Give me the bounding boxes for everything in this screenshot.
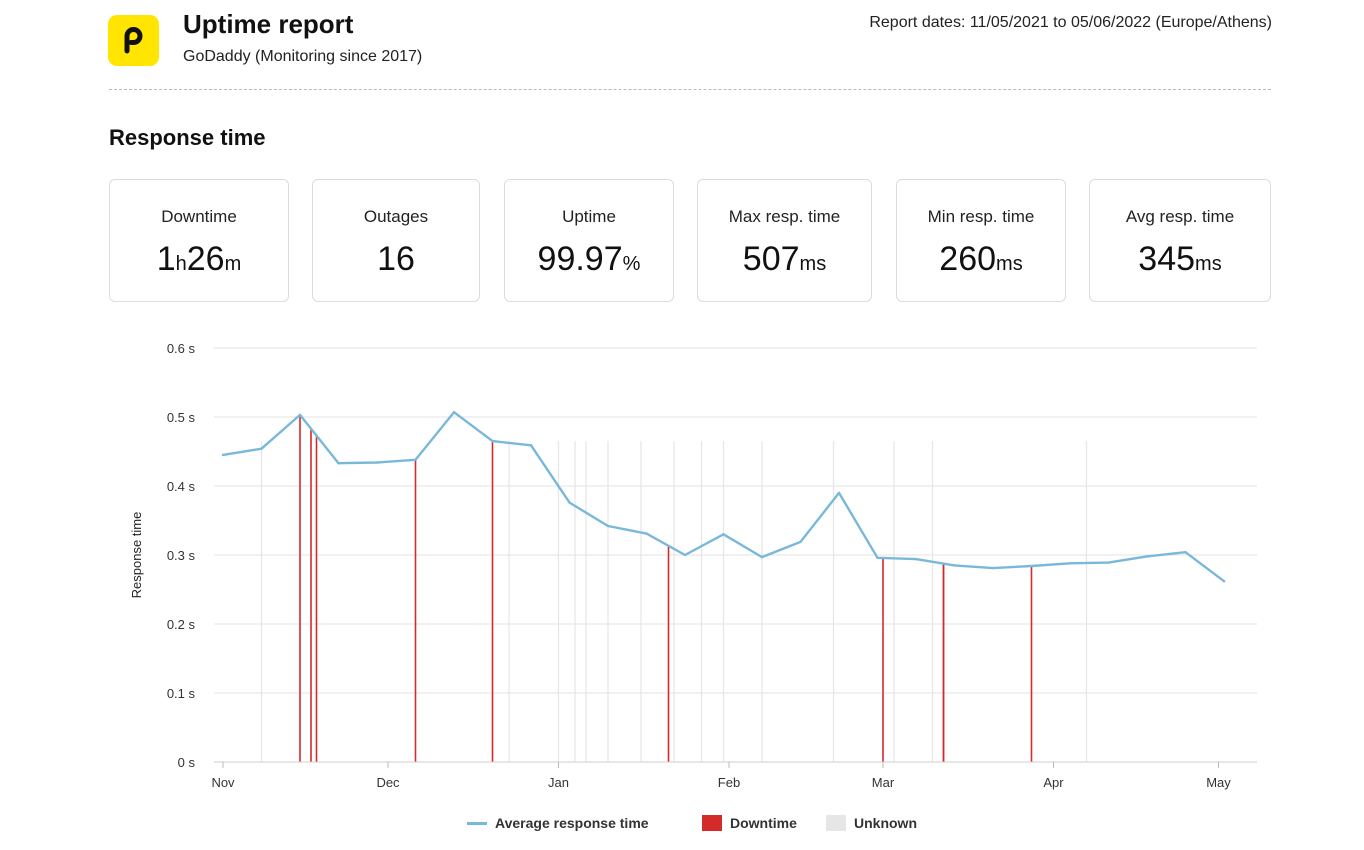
- series-point: [1184, 551, 1187, 554]
- legend-box-swatch: [826, 815, 846, 831]
- stat-unit: m: [224, 253, 242, 275]
- chart-legend: Average response time Downtime Unknown: [0, 815, 1364, 835]
- series-point: [1030, 564, 1033, 568]
- series-point: [645, 532, 648, 535]
- y-tick-label: 0.5 s: [167, 410, 196, 425]
- stat-label: Uptime: [562, 207, 616, 226]
- x-tick-label: May: [1206, 775, 1231, 790]
- x-tick-label: Feb: [718, 775, 740, 790]
- stat-number: 260: [939, 240, 997, 278]
- logo-icon: [124, 27, 143, 54]
- stat-value: 99.97%: [505, 241, 673, 282]
- series-point: [568, 501, 571, 504]
- stat-unit: ms: [799, 253, 827, 275]
- legend-label: Unknown: [854, 815, 917, 831]
- stat-unit: %: [622, 253, 641, 275]
- series-point: [837, 491, 841, 495]
- report-dates: Report dates: 11/05/2021 to 05/06/2022 (…: [869, 14, 1272, 31]
- page-title: Uptime report: [183, 9, 354, 39]
- y-tick-label: 0.6 s: [167, 341, 196, 356]
- stat-card-max-resp: Max resp. time 507ms: [697, 179, 872, 302]
- series-point: [1222, 580, 1226, 583]
- stat-card-avg-resp: Avg resp. time 345ms: [1089, 179, 1271, 302]
- stat-card-outages: Outages 16: [312, 179, 480, 302]
- stat-number: 16: [377, 240, 415, 278]
- stat-number: 1: [156, 240, 176, 278]
- series-point: [452, 410, 456, 414]
- series-point: [991, 566, 995, 570]
- series-point: [722, 533, 725, 536]
- legend-item-downtime[interactable]: Downtime: [702, 815, 797, 831]
- stat-value: 16: [313, 241, 479, 277]
- logo: [108, 15, 159, 66]
- series-point: [337, 462, 340, 465]
- series-point: [914, 557, 918, 561]
- stat-card-uptime: Uptime 99.97%: [504, 179, 674, 302]
- series-point: [683, 553, 687, 557]
- x-tick-label: Jan: [548, 775, 569, 790]
- page-subtitle: GoDaddy (Monitoring since 2017): [183, 48, 423, 65]
- series-point: [1107, 561, 1110, 564]
- stat-value: 345ms: [1090, 241, 1270, 282]
- stat-number: 26: [186, 240, 225, 278]
- stat-label: Min resp. time: [927, 207, 1035, 226]
- stat-number: 507: [742, 240, 800, 278]
- header-divider: [109, 89, 1271, 90]
- series-point: [491, 439, 494, 443]
- response-time-chart: 0 s 0.1 s 0.2 s 0.3 s 0.4 s 0.5 s 0.6 s Nov Dec J…: [129, 341, 1257, 790]
- stat-value: 507ms: [698, 241, 871, 282]
- series-point: [414, 458, 417, 461]
- x-tick-label: Dec: [376, 775, 400, 790]
- stat-unit: ms: [1195, 253, 1222, 275]
- x-tick-label: Mar: [872, 775, 895, 790]
- legend-label: Downtime: [730, 815, 797, 831]
- y-tick-label: 0 s: [178, 755, 196, 770]
- series-point: [760, 555, 764, 559]
- stat-label: Downtime: [161, 207, 237, 226]
- legend-line-swatch: [467, 821, 487, 825]
- series-point: [260, 447, 263, 450]
- series-point: [1068, 562, 1072, 565]
- stat-value: 260ms: [897, 241, 1065, 282]
- series-point: [876, 556, 879, 559]
- section-title: Response time: [109, 125, 266, 150]
- legend-box-swatch: [702, 815, 722, 831]
- y-tick-label: 0.2 s: [167, 617, 196, 632]
- stat-card-downtime: Downtime 1h26m: [109, 179, 289, 302]
- stat-label: Outages: [363, 207, 429, 226]
- stat-label: Avg resp. time: [1125, 207, 1235, 226]
- legend-label: Average response time: [495, 815, 649, 831]
- y-tick-label: 0.1 s: [167, 686, 196, 701]
- series-point: [1145, 555, 1149, 558]
- legend-item-unknown[interactable]: Unknown: [826, 815, 917, 831]
- stat-number: 99.97: [537, 240, 623, 278]
- stats-row: Downtime 1h26m Outages 16 Uptime 99.97% …: [109, 179, 1271, 304]
- y-tick-label: 0.4 s: [167, 479, 196, 494]
- series-point: [606, 524, 610, 528]
- series-point: [221, 453, 225, 457]
- series-point: [298, 413, 302, 417]
- series-point: [375, 461, 379, 464]
- x-tick-label: Nov: [211, 775, 235, 790]
- stat-value: 1h26m: [110, 241, 288, 282]
- series-point: [799, 540, 802, 544]
- stat-label: Max resp. time: [728, 207, 841, 226]
- stat-card-min-resp: Min resp. time 260ms: [896, 179, 1066, 302]
- series-point: [529, 444, 533, 447]
- stat-number: 345: [1138, 240, 1196, 278]
- series-point: [953, 564, 956, 567]
- stat-unit: ms: [996, 253, 1023, 275]
- y-axis-title: Response time: [129, 512, 144, 599]
- legend-item-average[interactable]: Average response time: [467, 815, 649, 831]
- stat-unit: h: [175, 253, 187, 275]
- x-tick-label: Apr: [1043, 775, 1064, 790]
- y-tick-label: 0.3 s: [167, 548, 196, 563]
